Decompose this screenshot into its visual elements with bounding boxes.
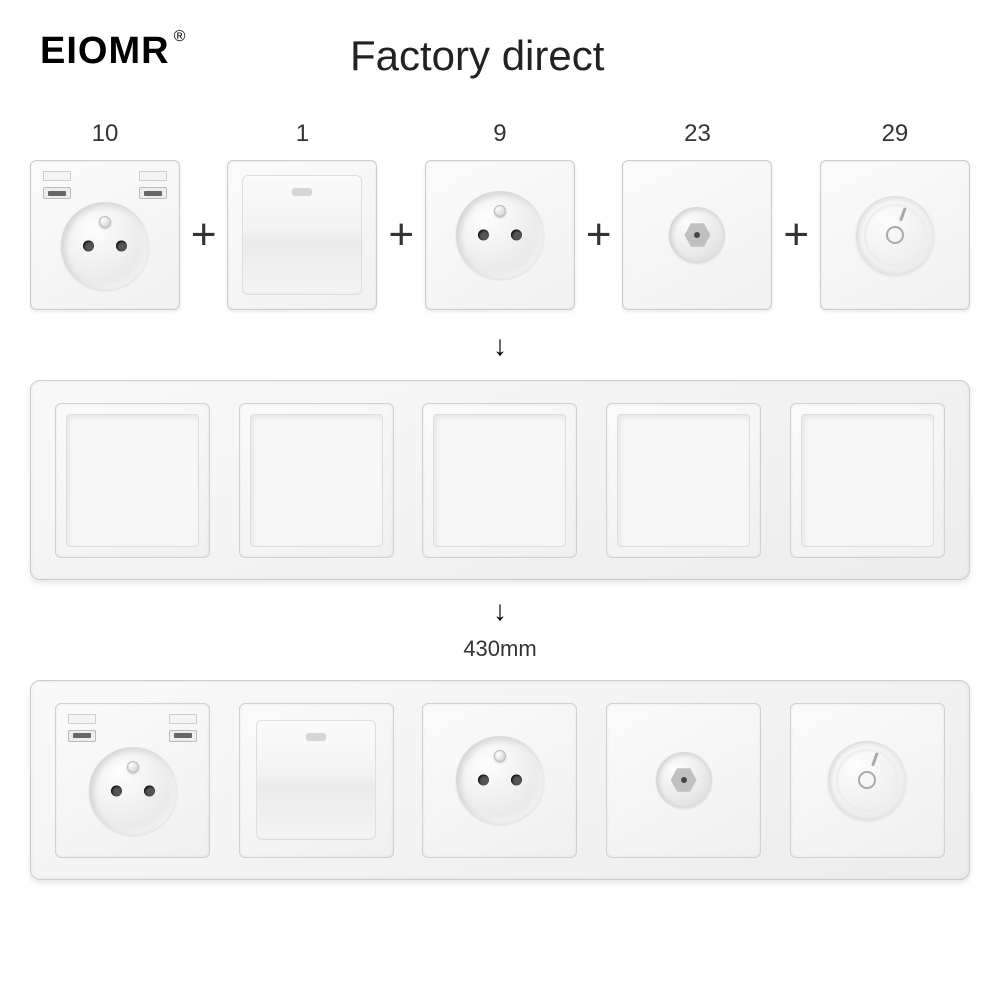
module-label: 29	[882, 120, 909, 150]
socket-hole-icon	[478, 775, 489, 786]
brand-text: EIOMR	[40, 30, 170, 72]
socket-hole-icon	[478, 230, 489, 241]
module-label: 23	[684, 120, 711, 150]
french-socket-icon	[456, 736, 544, 824]
plus-icon: +	[586, 170, 612, 260]
dimmer-knob-icon	[856, 196, 934, 274]
modules-row: 10 + 1 + 9 +	[30, 120, 970, 310]
usb-port-icon	[68, 730, 96, 742]
french-socket-icon	[89, 747, 177, 835]
registered-mark: ®	[174, 28, 187, 45]
usb-badge-icon	[43, 171, 71, 181]
frame-slot-tv	[606, 703, 761, 858]
usb-port-icon	[43, 187, 71, 199]
dimmer-mark-icon	[899, 207, 907, 221]
module-label: 9	[493, 120, 506, 150]
frame-slot-dimmer	[790, 703, 945, 858]
frame-slot	[422, 403, 577, 558]
ground-pin-icon	[494, 750, 506, 762]
module-label: 10	[92, 120, 119, 150]
frame-slot-french	[422, 703, 577, 858]
module-switch	[227, 160, 377, 310]
coax-hex-icon	[671, 767, 697, 793]
usb-badge-icon	[139, 171, 167, 181]
module-col-2: 1	[227, 120, 377, 310]
dimmer-mark-icon	[871, 752, 879, 766]
module-french	[425, 160, 575, 310]
ground-pin-icon	[494, 205, 506, 217]
header: EIOMR® Factory direct	[0, 20, 1000, 90]
usb-badge-icon	[169, 714, 197, 724]
assembled-frame-panel	[30, 680, 970, 880]
socket-hole-icon	[511, 775, 522, 786]
socket-hole-icon	[116, 241, 127, 252]
switch-rocker-icon	[242, 175, 362, 295]
usb-badge-icon	[68, 714, 96, 724]
module-col-4: 23	[622, 120, 772, 310]
socket-hole-icon	[83, 241, 94, 252]
module-col-3: 9	[425, 120, 575, 310]
dimension-label: 430mm	[463, 636, 536, 662]
ground-pin-icon	[99, 216, 111, 228]
ground-pin-icon	[127, 761, 139, 773]
french-socket-icon	[61, 202, 149, 290]
coax-hex-icon	[684, 222, 710, 248]
socket-hole-icon	[144, 786, 155, 797]
frame-slot	[239, 403, 394, 558]
switch-rocker-icon	[256, 720, 376, 840]
frame-slot	[55, 403, 210, 558]
socket-hole-icon	[511, 230, 522, 241]
module-tv	[622, 160, 772, 310]
frame-slot-french-usb	[55, 703, 210, 858]
usb-port-icon	[169, 730, 197, 742]
plus-icon: +	[388, 170, 414, 260]
dimmer-knob-icon	[828, 741, 906, 819]
plus-icon: +	[783, 170, 809, 260]
arrow-down-icon: ↓	[493, 330, 507, 362]
tagline-text: Factory direct	[350, 32, 604, 80]
empty-frame-panel	[30, 380, 970, 580]
module-col-1: 10	[30, 120, 180, 310]
tv-connector-icon	[669, 207, 725, 263]
brand-logo: EIOMR®	[40, 30, 182, 73]
arrow-down-icon: ↓	[493, 595, 507, 627]
frame-slot	[790, 403, 945, 558]
frame-slot	[606, 403, 761, 558]
module-label: 1	[296, 120, 309, 150]
module-french-usb	[30, 160, 180, 310]
french-socket-icon	[456, 191, 544, 279]
frame-slot-switch	[239, 703, 394, 858]
plus-icon: +	[191, 170, 217, 260]
tv-connector-icon	[656, 752, 712, 808]
socket-hole-icon	[111, 786, 122, 797]
module-dimmer	[820, 160, 970, 310]
usb-port-icon	[139, 187, 167, 199]
module-col-5: 29	[820, 120, 970, 310]
